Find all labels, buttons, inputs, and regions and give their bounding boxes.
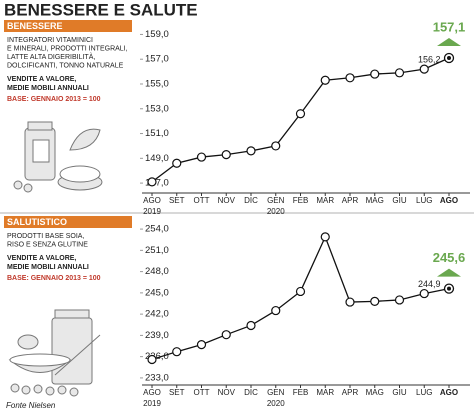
point [295, 109, 306, 119]
source: Fonte Nielsen [6, 401, 56, 410]
panel-base: BASE: GENNAIO 2013 = 100 [7, 96, 101, 103]
trend-arrow [437, 268, 461, 277]
page-title: BENESSERE E SALUTE [4, 0, 198, 19]
x-tick-label: AGO 2019 [143, 196, 161, 216]
point [419, 288, 429, 299]
panel-measure: VENDITE A VALORE, [7, 76, 76, 83]
y-tick-label: 157,0 [145, 54, 169, 65]
panel-base: BASE: GENNAIO 2013 = 100 [7, 275, 101, 282]
x-tick-label: MAG [366, 196, 384, 205]
value-label-highlight: 245,6 [433, 250, 466, 265]
y-tick-label: 248,0 [145, 266, 169, 277]
x-tick-label: AGO 2019 [143, 388, 161, 408]
x-tick-label: MAG [366, 388, 384, 397]
point [172, 347, 182, 357]
panel-description: DOLCIFICANTI, TONNO NATURALE [7, 62, 124, 69]
point [345, 297, 355, 307]
panel-header-bg [4, 20, 132, 32]
x-tick-label: FEB [293, 388, 309, 397]
panel-measure: VENDITE A VALORE, [7, 255, 76, 262]
point [320, 75, 330, 85]
line [151, 235, 450, 361]
value-label-highlight: 157,1 [433, 19, 466, 34]
x-tick-label: FEB [293, 196, 309, 205]
panel-description: RISO E SENZA GLUTINE [7, 241, 88, 248]
point [271, 305, 281, 316]
x-tick-label: GIU [392, 388, 406, 397]
point [147, 354, 157, 365]
y-tick-label: 153,0 [145, 103, 169, 114]
point [172, 158, 182, 168]
y-tick-label: 236,0 [145, 351, 169, 362]
point [147, 177, 157, 187]
x-tick-label: DIC [244, 388, 258, 397]
trend-arrow [437, 37, 461, 46]
panel-measure: MEDIE MOBILI ANNUALI [7, 264, 89, 271]
point [394, 295, 405, 305]
y-tick-label: 245,0 [145, 287, 169, 298]
illustration-soy [8, 309, 101, 397]
point [246, 146, 256, 156]
value-label: 244,9 [418, 279, 441, 289]
line [151, 57, 450, 183]
x-tick-label: OTT [194, 388, 210, 397]
point [196, 152, 207, 162]
x-tick-label: OTT [194, 196, 210, 205]
x-tick-label: GEN 2020 [267, 388, 285, 408]
y-tick-label: 155,0 [145, 79, 169, 90]
panel-header-bg [4, 216, 132, 228]
panel-description: PRODOTTI BASE SOIA, [7, 233, 84, 240]
x-tick-label: GEN 2020 [267, 196, 285, 216]
y-tick-label: 233,0 [145, 372, 169, 383]
panel-title: SALUTISTICO [7, 217, 67, 227]
point [320, 232, 330, 242]
value-label: 156,2 [418, 54, 441, 64]
point [419, 64, 429, 74]
x-tick-label: AGO [440, 196, 458, 205]
x-tick-label: APR [342, 388, 359, 397]
y-tick-label: 151,0 [145, 128, 169, 139]
x-tick-label: NOV [218, 196, 236, 205]
point [394, 68, 405, 78]
panel-description: INTEGRATORI VITAMINICI [7, 37, 93, 44]
y-tick-label: 159,0 [145, 29, 169, 40]
point [370, 69, 380, 79]
x-tick-label: MAR [316, 388, 334, 397]
panel-measure: MEDIE MOBILI ANNUALI [7, 85, 89, 92]
x-tick-label: AGO [440, 388, 458, 397]
point [221, 149, 231, 160]
y-tick-label: 254,0 [145, 224, 169, 235]
point [345, 73, 355, 83]
panel-description: LATTE ALTA DIGERIBILITÀ, [7, 52, 95, 61]
y-tick-label: 149,0 [145, 153, 169, 164]
point [196, 340, 207, 350]
x-tick-label: SET [169, 388, 185, 397]
point [370, 296, 380, 306]
x-tick-label: MAR [316, 196, 334, 205]
x-tick-label: LUG [416, 388, 432, 397]
panel-description: E MINERALI, PRODOTTI INTEGRALI, [7, 45, 128, 52]
y-tick-label: 239,0 [145, 330, 169, 341]
point-center [447, 55, 451, 60]
point-center [447, 286, 451, 291]
x-tick-label: NOV [218, 388, 236, 397]
y-tick-label: 147,0 [145, 178, 169, 189]
point [295, 286, 306, 297]
point [271, 141, 281, 151]
x-tick-label: DIC [244, 196, 258, 205]
illustration-supplements [13, 121, 103, 193]
x-tick-label: GIU [392, 196, 406, 205]
y-tick-label: 242,0 [145, 309, 169, 320]
point [246, 320, 256, 331]
x-tick-label: SET [169, 196, 185, 205]
x-tick-label: APR [342, 196, 359, 205]
point [221, 330, 231, 340]
panel-title: BENESSERE [7, 21, 63, 31]
y-tick-label: 251,0 [145, 245, 169, 256]
x-tick-label: LUG [416, 196, 432, 205]
